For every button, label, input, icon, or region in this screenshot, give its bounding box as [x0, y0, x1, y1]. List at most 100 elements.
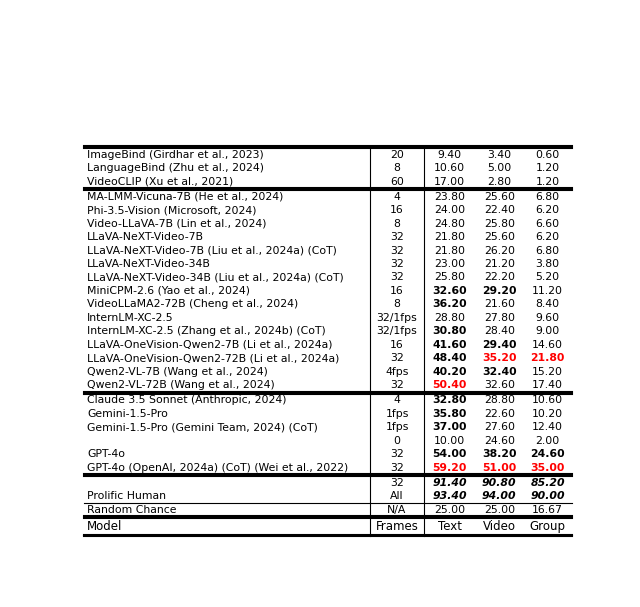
Text: VideoCLIP (Xu et al., 2021): VideoCLIP (Xu et al., 2021): [87, 177, 233, 186]
Text: 21.80: 21.80: [531, 353, 565, 364]
Text: 24.00: 24.00: [434, 205, 465, 215]
Text: 32: 32: [390, 478, 404, 487]
Text: 35.20: 35.20: [482, 353, 516, 364]
Text: 35.00: 35.00: [531, 463, 565, 473]
Text: 48.40: 48.40: [433, 353, 467, 364]
Text: 27.80: 27.80: [484, 313, 515, 323]
Text: 32.80: 32.80: [433, 395, 467, 405]
Text: 59.20: 59.20: [433, 463, 467, 473]
Text: Claude 3.5 Sonnet (Anthropic, 2024): Claude 3.5 Sonnet (Anthropic, 2024): [87, 395, 287, 405]
Text: N/A: N/A: [387, 504, 406, 515]
Text: 93.40: 93.40: [433, 491, 467, 501]
Text: Text: Text: [438, 520, 461, 533]
Text: 32.60: 32.60: [433, 286, 467, 296]
Text: 16: 16: [390, 205, 404, 215]
Text: 3.80: 3.80: [536, 259, 560, 269]
Text: 1.20: 1.20: [536, 177, 560, 186]
Text: 8.40: 8.40: [536, 299, 560, 310]
Text: GPT-4o (OpenAI, 2024a) (CoT) (Wei et al., 2022): GPT-4o (OpenAI, 2024a) (CoT) (Wei et al.…: [87, 463, 348, 473]
Text: InternLM-XC-2.5 (Zhang et al., 2024b) (CoT): InternLM-XC-2.5 (Zhang et al., 2024b) (C…: [87, 327, 326, 336]
Text: 32: 32: [390, 232, 404, 242]
Text: 29.20: 29.20: [482, 286, 516, 296]
Text: LLaVA-NeXT-Video-34B (Liu et al., 2024a) (CoT): LLaVA-NeXT-Video-34B (Liu et al., 2024a)…: [87, 273, 344, 282]
Text: 9.00: 9.00: [536, 327, 560, 336]
Text: 25.80: 25.80: [434, 273, 465, 282]
Text: LanguageBind (Zhu et al., 2024): LanguageBind (Zhu et al., 2024): [87, 163, 264, 173]
Text: 28.40: 28.40: [484, 327, 515, 336]
Text: 10.20: 10.20: [532, 409, 563, 419]
Text: LLaVA-OneVision-Qwen2-7B (Li et al., 2024a): LLaVA-OneVision-Qwen2-7B (Li et al., 202…: [87, 340, 332, 350]
Text: Group: Group: [530, 520, 566, 533]
Text: GPT-4o: GPT-4o: [87, 449, 125, 459]
Text: 90.00: 90.00: [531, 491, 565, 501]
Text: Frames: Frames: [376, 520, 419, 533]
Text: 10.60: 10.60: [532, 395, 563, 405]
Text: 6.60: 6.60: [536, 219, 560, 229]
Text: 37.00: 37.00: [433, 422, 467, 432]
Text: 35.80: 35.80: [433, 409, 467, 419]
Text: 30.80: 30.80: [433, 327, 467, 336]
Text: Gemini-1.5-Pro (Gemini Team, 2024) (CoT): Gemini-1.5-Pro (Gemini Team, 2024) (CoT): [87, 422, 318, 432]
Text: 10.00: 10.00: [434, 436, 465, 446]
Text: 5.00: 5.00: [487, 163, 511, 173]
Text: 51.00: 51.00: [482, 463, 516, 473]
Text: 6.20: 6.20: [536, 232, 560, 242]
Text: 21.80: 21.80: [434, 245, 465, 256]
Text: 16: 16: [390, 286, 404, 296]
Text: LLaVA-NeXT-Video-34B: LLaVA-NeXT-Video-34B: [87, 259, 211, 269]
Text: 21.20: 21.20: [484, 259, 515, 269]
Text: 3.40: 3.40: [487, 150, 511, 160]
Text: 32.40: 32.40: [482, 367, 516, 377]
Text: 38.20: 38.20: [482, 449, 516, 459]
Text: 85.20: 85.20: [531, 478, 565, 487]
Text: 32/1fps: 32/1fps: [376, 313, 417, 323]
Text: 40.20: 40.20: [433, 367, 467, 377]
Text: Model: Model: [87, 520, 122, 533]
Text: 32: 32: [390, 245, 404, 256]
Text: 4: 4: [394, 192, 401, 202]
Text: All: All: [390, 491, 404, 501]
Text: 1fps: 1fps: [385, 409, 409, 419]
Text: MiniCPM-2.6 (Yao et al., 2024): MiniCPM-2.6 (Yao et al., 2024): [87, 286, 250, 296]
Text: 32: 32: [390, 463, 404, 473]
Text: 22.60: 22.60: [484, 409, 515, 419]
Text: 8: 8: [394, 163, 401, 173]
Text: 24.60: 24.60: [484, 436, 515, 446]
Text: 16: 16: [390, 340, 404, 350]
Text: Prolific Human: Prolific Human: [87, 491, 166, 501]
Text: 17.40: 17.40: [532, 380, 563, 390]
Text: LLaVA-NeXT-Video-7B (Liu et al., 2024a) (CoT): LLaVA-NeXT-Video-7B (Liu et al., 2024a) …: [87, 245, 337, 256]
Text: 14.60: 14.60: [532, 340, 563, 350]
Text: 50.40: 50.40: [433, 380, 467, 390]
Text: 25.00: 25.00: [434, 504, 465, 515]
Text: 21.60: 21.60: [484, 299, 515, 310]
Text: 8: 8: [394, 219, 401, 229]
Text: 6.80: 6.80: [536, 245, 560, 256]
Text: VideoLLaMA2-72B (Cheng et al., 2024): VideoLLaMA2-72B (Cheng et al., 2024): [87, 299, 298, 310]
Text: 6.20: 6.20: [536, 205, 560, 215]
Text: 6.80: 6.80: [536, 192, 560, 202]
Text: 27.60: 27.60: [484, 422, 515, 432]
Text: Video-LLaVA-7B (Lin et al., 2024): Video-LLaVA-7B (Lin et al., 2024): [87, 219, 266, 229]
Text: 20: 20: [390, 150, 404, 160]
Text: 23.00: 23.00: [434, 259, 465, 269]
Text: 0: 0: [394, 436, 401, 446]
Text: 8: 8: [394, 299, 401, 310]
Text: LLaVA-NeXT-Video-7B: LLaVA-NeXT-Video-7B: [87, 232, 204, 242]
Text: LLaVA-OneVision-Qwen2-72B (Li et al., 2024a): LLaVA-OneVision-Qwen2-72B (Li et al., 20…: [87, 353, 339, 364]
Text: 54.00: 54.00: [433, 449, 467, 459]
Text: 28.80: 28.80: [434, 313, 465, 323]
Text: 91.40: 91.40: [433, 478, 467, 487]
Text: 1.20: 1.20: [536, 163, 560, 173]
Text: 26.20: 26.20: [484, 245, 515, 256]
Text: 12.40: 12.40: [532, 422, 563, 432]
Text: 36.20: 36.20: [433, 299, 467, 310]
Text: 60: 60: [390, 177, 404, 186]
Text: 5.20: 5.20: [536, 273, 560, 282]
Text: 10.60: 10.60: [434, 163, 465, 173]
Text: 11.20: 11.20: [532, 286, 563, 296]
Text: 25.60: 25.60: [484, 232, 515, 242]
Text: 1fps: 1fps: [385, 422, 409, 432]
Text: 15.20: 15.20: [532, 367, 563, 377]
Text: 32.60: 32.60: [484, 380, 515, 390]
